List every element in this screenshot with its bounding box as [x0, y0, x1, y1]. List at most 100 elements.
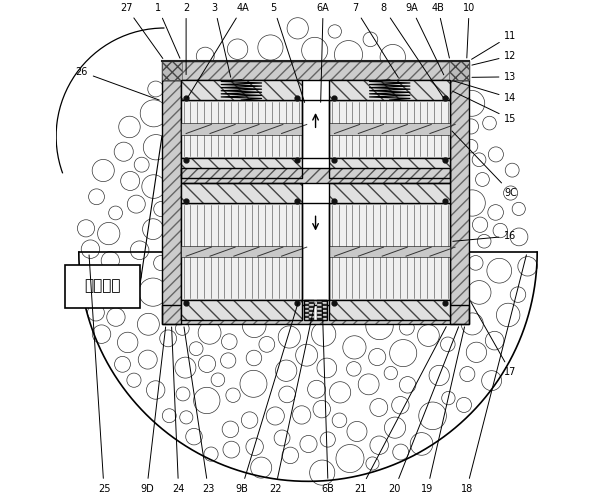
Text: 2: 2 [183, 3, 189, 75]
Circle shape [442, 392, 455, 405]
Bar [304, 302, 309, 304]
Bar [330, 80, 450, 100]
Circle shape [390, 340, 417, 366]
Circle shape [370, 399, 387, 416]
Text: 17: 17 [471, 301, 517, 377]
Circle shape [312, 322, 336, 346]
Circle shape [330, 382, 351, 403]
Bar [330, 300, 450, 320]
Circle shape [175, 357, 196, 378]
Circle shape [496, 303, 520, 327]
Bar [309, 302, 314, 304]
Bar [317, 306, 322, 308]
Bar [330, 158, 450, 178]
Text: 18: 18 [461, 255, 527, 494]
Bar [181, 183, 302, 203]
Bar [317, 316, 322, 318]
Text: 24: 24 [172, 327, 185, 494]
Circle shape [347, 421, 367, 442]
Circle shape [440, 337, 455, 352]
Circle shape [512, 202, 525, 216]
Bar [309, 314, 314, 316]
Circle shape [460, 366, 475, 382]
Circle shape [317, 358, 337, 378]
Circle shape [476, 172, 489, 186]
Bar [162, 305, 469, 324]
Circle shape [278, 326, 301, 348]
Circle shape [366, 312, 393, 340]
Text: 16: 16 [453, 231, 517, 241]
Circle shape [505, 163, 519, 177]
Bar [309, 308, 314, 310]
Circle shape [342, 336, 366, 359]
Circle shape [131, 241, 149, 260]
Circle shape [334, 40, 363, 69]
Bar [181, 183, 302, 203]
Bar [181, 158, 302, 178]
Circle shape [488, 205, 503, 220]
Circle shape [128, 195, 145, 213]
Bar [317, 310, 322, 312]
Bar [449, 61, 469, 80]
Circle shape [127, 373, 141, 387]
Circle shape [429, 365, 449, 386]
Circle shape [293, 406, 311, 424]
Circle shape [419, 402, 447, 429]
Circle shape [368, 348, 386, 365]
Bar [322, 308, 327, 310]
Circle shape [384, 366, 397, 380]
Circle shape [223, 441, 240, 458]
Circle shape [189, 342, 203, 356]
Circle shape [140, 100, 167, 127]
Circle shape [81, 240, 100, 259]
Circle shape [243, 314, 266, 338]
Text: 15: 15 [453, 91, 517, 124]
Bar [330, 246, 450, 257]
Text: 10: 10 [463, 3, 476, 58]
Circle shape [148, 81, 164, 97]
Circle shape [258, 35, 283, 60]
Bar [65, 265, 140, 307]
Circle shape [240, 370, 267, 397]
Circle shape [456, 398, 471, 412]
Circle shape [384, 417, 405, 438]
Circle shape [463, 119, 479, 134]
Bar [162, 61, 469, 80]
Circle shape [77, 278, 97, 298]
Text: 控制模块: 控制模块 [84, 279, 121, 294]
Bar [450, 80, 469, 324]
Text: 22: 22 [269, 303, 315, 494]
Bar [181, 80, 302, 100]
Text: 9C: 9C [452, 131, 517, 198]
Bar [304, 304, 309, 306]
Bar [317, 308, 322, 310]
Text: 25: 25 [89, 255, 110, 494]
Bar [322, 312, 327, 314]
Bar [317, 302, 322, 304]
Circle shape [468, 256, 483, 270]
Circle shape [482, 370, 501, 391]
Bar [162, 61, 182, 80]
Bar [181, 300, 302, 320]
Bar [304, 318, 309, 320]
Circle shape [186, 428, 202, 445]
Bar [162, 61, 469, 80]
Bar [304, 314, 309, 316]
Circle shape [222, 421, 238, 437]
Circle shape [108, 206, 123, 220]
Text: 5: 5 [270, 3, 305, 102]
Circle shape [87, 304, 104, 321]
Bar [304, 310, 309, 312]
Bar [322, 300, 327, 302]
Circle shape [399, 376, 416, 393]
Circle shape [107, 308, 125, 326]
Circle shape [198, 355, 216, 372]
Text: 11: 11 [472, 31, 517, 59]
Circle shape [246, 438, 264, 456]
Circle shape [144, 135, 169, 160]
Text: 23: 23 [184, 327, 214, 494]
Circle shape [461, 313, 484, 335]
Circle shape [380, 44, 405, 70]
Bar [317, 300, 322, 302]
Text: 9B: 9B [235, 303, 298, 494]
